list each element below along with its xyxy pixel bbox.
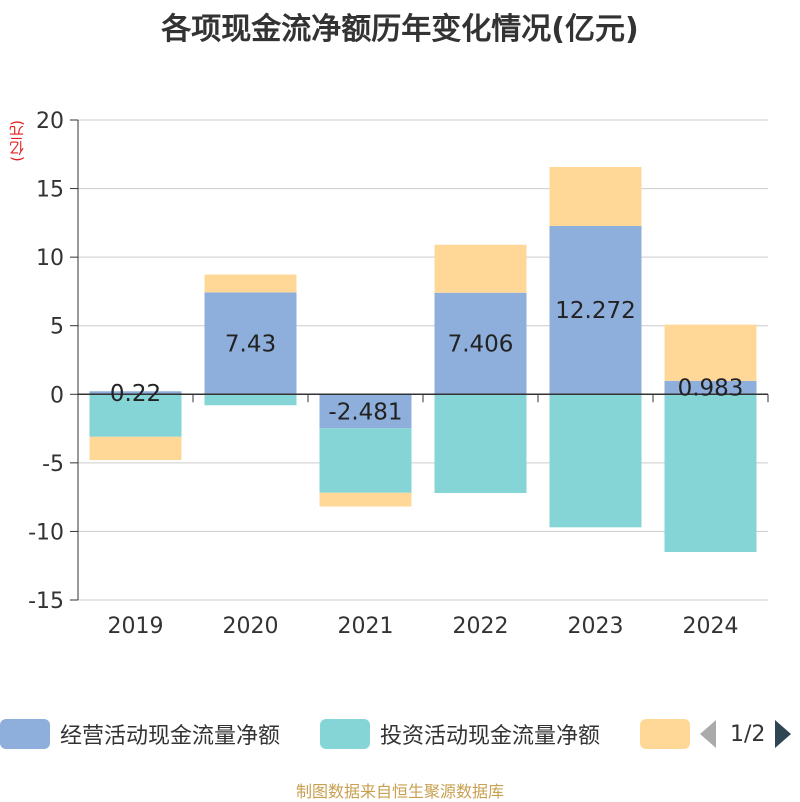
bar-2019-series-1 bbox=[89, 394, 182, 437]
y-tick-label: 15 bbox=[36, 178, 64, 203]
bar-2019-series-0 bbox=[89, 391, 182, 395]
x-tick-label: 2019 bbox=[108, 614, 164, 639]
data-label: 0.22 bbox=[110, 381, 161, 407]
chart-title: 各项现金流净额历年变化情况(亿元) bbox=[161, 12, 639, 47]
legend-label: 投资活动现金流量净额 bbox=[380, 724, 601, 749]
y-tick-label: -10 bbox=[28, 520, 64, 545]
bar-2021-series-1 bbox=[319, 428, 412, 493]
chevron-right-icon[interactable] bbox=[775, 720, 792, 748]
x-tick-label: 2022 bbox=[453, 614, 509, 639]
legend-item-operating[interactable]: 经营活动现金流量净额 bbox=[0, 718, 280, 750]
bar-2019-series-2 bbox=[89, 436, 182, 461]
y-tick-label: -5 bbox=[42, 452, 64, 477]
legend-swatch bbox=[0, 719, 50, 749]
bar-2021-series-2 bbox=[319, 492, 412, 507]
bar-2020-series-1 bbox=[204, 394, 297, 406]
x-tick-label: 2020 bbox=[223, 614, 279, 639]
legend-pager: 1/2 bbox=[700, 718, 792, 750]
y-tick-label: -15 bbox=[28, 589, 64, 614]
data-label: 7.406 bbox=[448, 332, 514, 358]
data-label: -2.481 bbox=[328, 399, 402, 425]
x-tick-label: 2024 bbox=[683, 614, 739, 639]
bar-2022-series-0 bbox=[434, 292, 527, 395]
legend-swatch bbox=[320, 719, 370, 749]
bar-2023-series-1 bbox=[549, 394, 642, 528]
data-label: 12.272 bbox=[555, 298, 635, 324]
x-tick-label: 2023 bbox=[568, 614, 624, 639]
legend-label: 经营活动现金流量净额 bbox=[60, 724, 281, 749]
x-tick-label: 2021 bbox=[338, 614, 394, 639]
bar-2024-series-0 bbox=[664, 380, 757, 395]
bar-2020-series-0 bbox=[204, 292, 297, 395]
legend-page-indicator: 1/2 bbox=[730, 721, 766, 747]
legend-swatch bbox=[640, 719, 690, 749]
y-tick-label: 0 bbox=[50, 383, 64, 408]
bar-2020-series-2 bbox=[204, 274, 297, 293]
y-tick-label: 10 bbox=[36, 246, 64, 271]
bar-2024-series-2 bbox=[664, 324, 757, 381]
bar-2022-series-2 bbox=[434, 244, 527, 293]
data-label: 0.983 bbox=[678, 376, 744, 402]
legend-item-financing[interactable] bbox=[640, 718, 700, 750]
data-label: 7.43 bbox=[225, 331, 276, 357]
legend: 经营活动现金流量净额 投资活动现金流量净额 1/2 bbox=[0, 714, 800, 754]
bar-2023-series-2 bbox=[549, 167, 642, 226]
bar-2022-series-1 bbox=[434, 394, 527, 494]
chart-plot: 20 15 10 5 0 -5 -10 -15 2019 2020 2021 2022 2023 2024… bbox=[28, 109, 769, 639]
y-tick-label: 20 bbox=[36, 109, 64, 134]
y-tick-label: 5 bbox=[50, 315, 64, 340]
bar-2023-series-0 bbox=[549, 225, 642, 395]
legend-item-investing[interactable]: 投资活动现金流量净额 bbox=[320, 718, 600, 750]
bar-2024-series-1 bbox=[664, 394, 757, 552]
bar-2021-series-0 bbox=[319, 394, 412, 429]
data-source-note: 制图数据来自恒生聚源数据库 bbox=[295, 782, 504, 801]
chevron-left-icon[interactable] bbox=[700, 720, 716, 748]
